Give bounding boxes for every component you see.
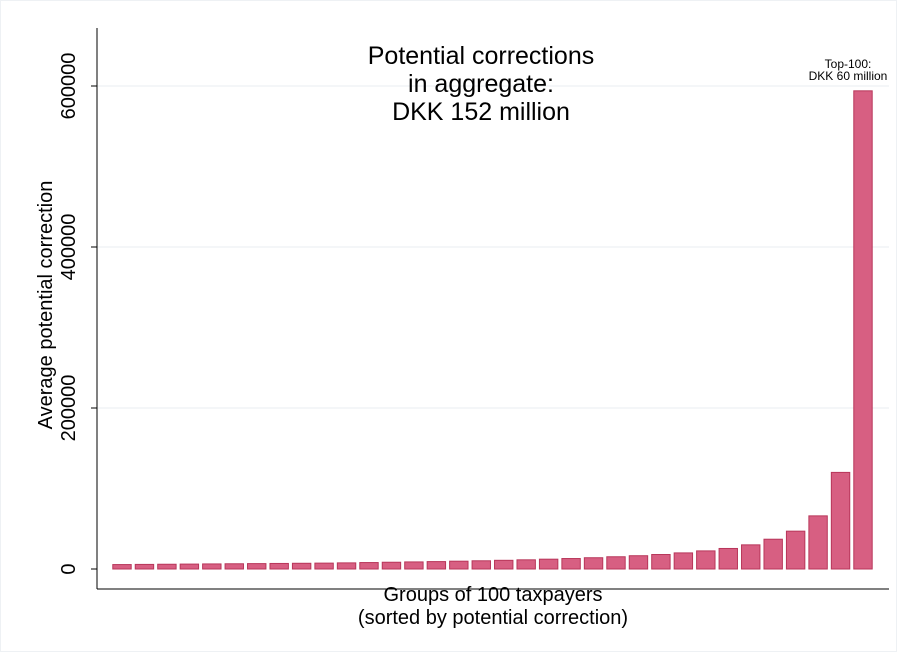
bar [426, 561, 447, 570]
x-axis-title-line2: (sorted by potential correction) [358, 607, 628, 629]
bar [673, 552, 694, 570]
bar [808, 515, 828, 570]
bar [718, 547, 738, 570]
y-tick-label: 400000 [58, 214, 80, 281]
bar [134, 563, 155, 570]
bar [404, 561, 424, 570]
bar [516, 559, 536, 570]
bar [449, 560, 469, 570]
bar [471, 560, 491, 570]
annotation-line1: Top-100: [825, 57, 872, 71]
bar [853, 90, 873, 570]
annotation-line2: DKK 60 million [809, 69, 888, 83]
y-tick-label: 200000 [58, 375, 80, 442]
bar [494, 559, 514, 570]
bar [336, 562, 357, 570]
bar [202, 563, 222, 570]
bar [696, 550, 716, 570]
y-ticks: 0 200000 400000 600000 [58, 53, 97, 575]
bar [538, 558, 559, 570]
bars [112, 90, 873, 570]
bar [179, 563, 200, 570]
bar [651, 554, 671, 570]
bar [269, 562, 289, 570]
bar [785, 530, 806, 570]
bar [561, 558, 581, 570]
y-tick-label: 600000 [58, 53, 80, 120]
bar [583, 557, 604, 570]
bar [314, 562, 334, 570]
x-axis-title-line1: Groups of 100 taxpayers [383, 584, 602, 606]
chart-title-line2: in aggregate: [408, 70, 554, 98]
bar [112, 564, 132, 570]
bar [606, 556, 626, 570]
bar [291, 562, 312, 570]
chart-title-line3: DKK 152 million [392, 98, 570, 126]
y-axis-title: Average potential correction [35, 181, 57, 430]
bar [830, 471, 851, 570]
bar [157, 563, 177, 570]
bar [628, 555, 649, 570]
gridlines [97, 85, 889, 409]
bar [224, 563, 244, 570]
bar [381, 561, 402, 570]
axes [96, 28, 889, 590]
bar [741, 544, 761, 570]
bar [359, 562, 379, 570]
chart-title-line1: Potential corrections [368, 42, 595, 70]
bar [247, 563, 267, 570]
bar [763, 538, 783, 570]
y-tick-label: 0 [58, 563, 80, 574]
